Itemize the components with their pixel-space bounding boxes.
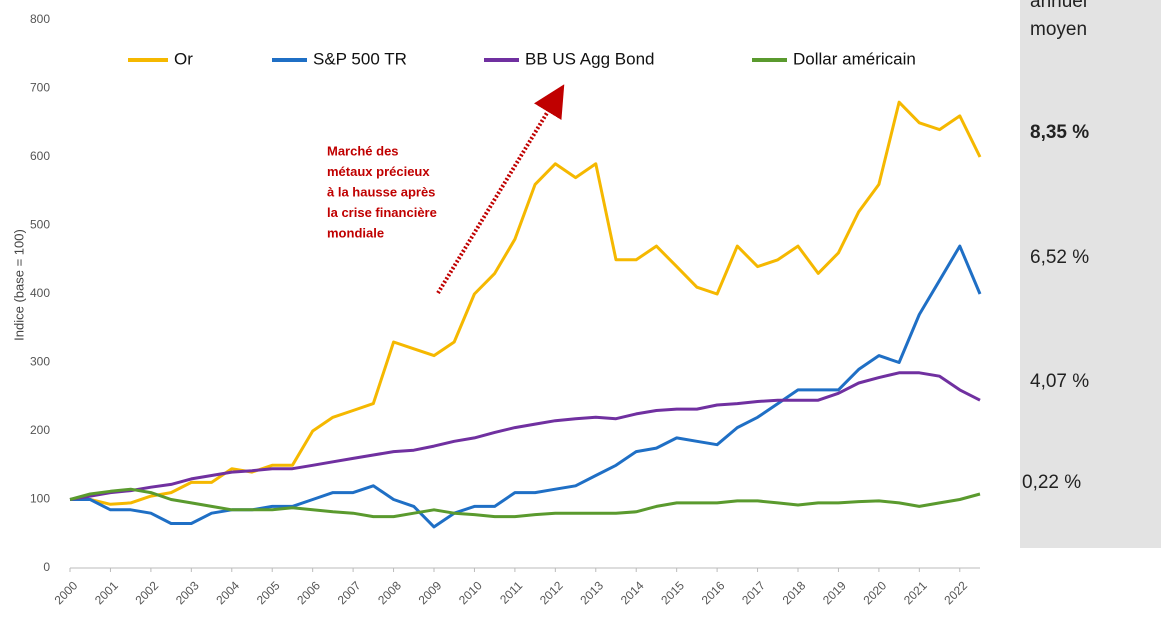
x-tick-label: 2007 (335, 578, 364, 607)
side-header: moyen (1030, 19, 1087, 40)
y-axis-label: Indice (base = 100) (11, 229, 26, 341)
side-header: annuel (1030, 0, 1087, 12)
series-line (69, 487, 981, 519)
legend-label: S&P 500 TR (313, 49, 407, 68)
series-line (70, 244, 982, 529)
return-label: 8,35 % (1030, 122, 1089, 143)
x-tick-label: 2017 (739, 578, 768, 607)
x-tick-label: 2001 (92, 578, 121, 607)
x-tick-label: 2008 (375, 578, 404, 607)
x-tick-label: 2011 (497, 578, 525, 606)
x-tick-label: 2002 (132, 578, 161, 607)
x-tick-label: 2013 (577, 578, 606, 607)
series-line (69, 371, 981, 501)
y-tick-label: 500 (30, 218, 50, 232)
y-tick-label: 700 (30, 81, 50, 95)
y-tick-label: 800 (30, 12, 50, 26)
x-tick-label: 2019 (820, 578, 849, 607)
x-tick-label: 2016 (699, 578, 728, 607)
x-tick-label: 2018 (780, 578, 809, 607)
x-tick-label: 2020 (860, 578, 889, 607)
y-tick-label: 200 (30, 423, 50, 437)
x-tick-label: 2004 (213, 578, 242, 607)
x-tick-label: 2006 (294, 578, 323, 607)
x-tick-label: 2005 (254, 578, 283, 607)
annotation: mondiale (327, 225, 384, 240)
side-panel (1020, 0, 1161, 548)
y-tick-label: 600 (30, 149, 50, 163)
annotation: Marché des (327, 143, 399, 158)
y-tick-label: 100 (30, 492, 50, 506)
return-label: 6,52 % (1030, 247, 1089, 268)
annotation: à la hausse après (327, 184, 435, 199)
x-tick-label: 2015 (658, 578, 687, 607)
x-tick-label: 2010 (456, 578, 485, 607)
x-tick-label: 2012 (537, 578, 566, 607)
x-tick-label: 2021 (901, 578, 930, 607)
series-line (70, 100, 982, 506)
return-label: 0,22 % (1022, 472, 1081, 493)
x-tick-label: 2003 (173, 578, 202, 607)
legend-label: BB US Agg Bond (525, 49, 654, 68)
legend-label: Dollar américain (793, 49, 916, 68)
y-tick-label: 300 (30, 355, 50, 369)
legend-label: Or (174, 49, 193, 68)
y-tick-label: 400 (30, 286, 50, 300)
x-tick-label: 2009 (416, 578, 445, 607)
x-tick-label: 2000 (52, 578, 81, 607)
return-label: 4,07 % (1030, 371, 1089, 392)
x-tick-label: 2022 (941, 578, 970, 607)
annotation: la crise financière (327, 205, 437, 220)
y-tick-label: 0 (43, 560, 50, 574)
annotation-arrow (436, 84, 565, 295)
x-tick-label: 2014 (618, 578, 647, 607)
annotation: métaux précieux (327, 164, 430, 179)
